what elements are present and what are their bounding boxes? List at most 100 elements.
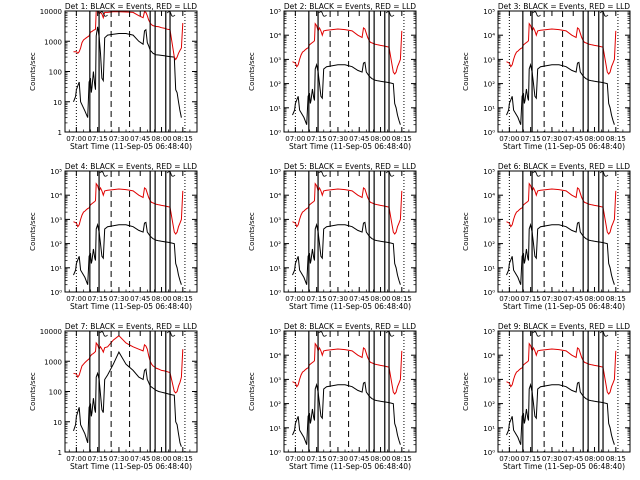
detector-plot-1: 1 10 100 1000 10000 07:00 07:15 07:30 07:45 08:00…	[29, 2, 198, 151]
y-tick-label: 10³	[269, 376, 281, 384]
annotation-mark	[599, 171, 609, 177]
x-tick-label: 07:30	[328, 455, 348, 463]
y-tick-label: 10¹	[269, 265, 281, 273]
x-tick-label: 08:15	[392, 455, 412, 463]
plot-frame	[497, 170, 631, 293]
x-axis-label: Start Time (11-Sep-05 06:48:40)	[70, 462, 192, 471]
plot-title: Det 6: BLACK = Events, RED = LLD	[498, 162, 630, 171]
plot-title: Det 1: BLACK = Events, RED = LLD	[65, 2, 197, 11]
x-tick-label: 08:15	[173, 455, 193, 463]
x-axis-label: Start Time (11-Sep-05 06:48:40)	[503, 462, 625, 471]
x-tick-label: 07:15	[88, 135, 108, 143]
y-tick-label: 10³	[269, 56, 281, 64]
x-tick-label: 07:00	[285, 455, 305, 463]
plot-title: Det 7: BLACK = Events, RED = LLD	[65, 322, 197, 331]
y-axis-label: Counts/sec	[29, 212, 37, 251]
annotation-mark	[166, 331, 176, 337]
x-tick-label: 08:00	[151, 295, 171, 303]
x-tick-label: 07:30	[542, 135, 562, 143]
x-tick-label: 07:45	[349, 135, 369, 143]
plot-frame	[283, 170, 417, 293]
y-tick-label: 10⁴	[269, 352, 281, 360]
y-tick-label: 10⁴	[483, 32, 495, 40]
x-tick-label: 07:45	[563, 135, 583, 143]
y-tick-label: 10¹	[483, 265, 495, 273]
y-tick-label: 1000	[44, 38, 62, 46]
y-tick-label: 10⁰	[269, 289, 281, 297]
plot-area	[73, 171, 186, 292]
y-tick-label: 1000	[44, 358, 62, 366]
x-tick-label: 07:45	[349, 455, 369, 463]
x-tick-label: 08:15	[173, 135, 193, 143]
plot-title: Det 9: BLACK = Events, RED = LLD	[498, 322, 630, 331]
y-tick-label: 10²	[483, 81, 495, 89]
y-tick-label: 10000	[40, 8, 62, 16]
y-axis-label: Counts/sec	[248, 372, 256, 411]
x-tick-label: 08:00	[370, 135, 390, 143]
annotation-mark	[599, 331, 609, 337]
y-axis-label: Counts/sec	[248, 52, 256, 91]
y-tick-label: 10⁰	[50, 289, 62, 297]
plot-frame	[64, 10, 198, 133]
y-tick-label: 10⁴	[50, 192, 62, 200]
plot-title: Det 8: BLACK = Events, RED = LLD	[284, 322, 416, 331]
y-tick-label: 1	[58, 449, 62, 457]
annotation-mark	[532, 171, 541, 177]
plot-frame	[283, 10, 417, 133]
annotation-mark	[99, 11, 108, 17]
y-tick-label: 10⁴	[269, 32, 281, 40]
y-tick-label: 10²	[50, 241, 62, 249]
plot-area	[73, 11, 186, 132]
x-tick-label: 08:00	[370, 295, 390, 303]
x-tick-label: 07:45	[130, 455, 150, 463]
x-tick-label: 07:00	[499, 455, 519, 463]
annotation-mark	[532, 331, 541, 337]
y-tick-label: 1	[58, 129, 62, 137]
annotation-mark	[318, 11, 327, 17]
x-tick-label: 07:45	[563, 455, 583, 463]
y-tick-label: 10³	[50, 216, 62, 224]
y-tick-label: 10⁵	[483, 328, 495, 336]
x-tick-label: 07:30	[109, 295, 129, 303]
annotation-mark	[166, 11, 176, 17]
x-tick-label: 07:30	[109, 455, 129, 463]
y-tick-label: 10⁵	[483, 8, 495, 16]
plot-frame	[283, 330, 417, 453]
plot-area	[292, 171, 405, 292]
annotation-mark	[385, 331, 395, 337]
y-tick-label: 10	[53, 419, 62, 427]
x-tick-label: 08:15	[392, 295, 412, 303]
x-tick-label: 07:45	[563, 295, 583, 303]
y-tick-label: 10⁵	[269, 168, 281, 176]
x-tick-label: 07:30	[109, 135, 129, 143]
x-tick-label: 08:15	[606, 295, 626, 303]
x-axis-label: Start Time (11-Sep-05 06:48:40)	[289, 462, 411, 471]
x-tick-label: 07:15	[521, 295, 541, 303]
y-tick-label: 10¹	[269, 105, 281, 113]
x-tick-label: 07:00	[66, 455, 86, 463]
x-axis-label: Start Time (11-Sep-05 06:48:40)	[70, 142, 192, 151]
y-tick-label: 10²	[269, 81, 281, 89]
y-tick-label: 10³	[269, 216, 281, 224]
annotation-mark	[99, 171, 108, 177]
y-tick-label: 100	[49, 69, 62, 77]
y-tick-label: 10²	[483, 241, 495, 249]
y-axis-label: Counts/sec	[248, 212, 256, 251]
y-axis-label: Counts/sec	[462, 52, 470, 91]
y-tick-label: 10⁰	[483, 289, 495, 297]
y-tick-label: 10⁰	[483, 449, 495, 457]
y-tick-label: 10	[53, 99, 62, 107]
y-axis-label: Counts/sec	[462, 212, 470, 251]
x-tick-label: 07:00	[499, 135, 519, 143]
annotation-mark	[99, 331, 108, 337]
x-tick-label: 07:45	[349, 295, 369, 303]
x-tick-label: 08:15	[606, 455, 626, 463]
annotation-mark	[599, 11, 609, 17]
x-tick-label: 08:00	[584, 295, 604, 303]
plot-area	[292, 11, 405, 132]
